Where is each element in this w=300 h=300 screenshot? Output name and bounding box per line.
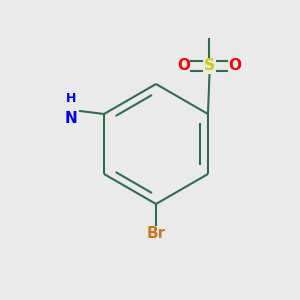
Text: H: H [66,92,76,106]
Text: O: O [229,58,242,74]
Text: S: S [204,58,215,74]
Text: N: N [65,111,77,126]
Text: Br: Br [146,226,166,242]
Text: O: O [178,58,190,74]
